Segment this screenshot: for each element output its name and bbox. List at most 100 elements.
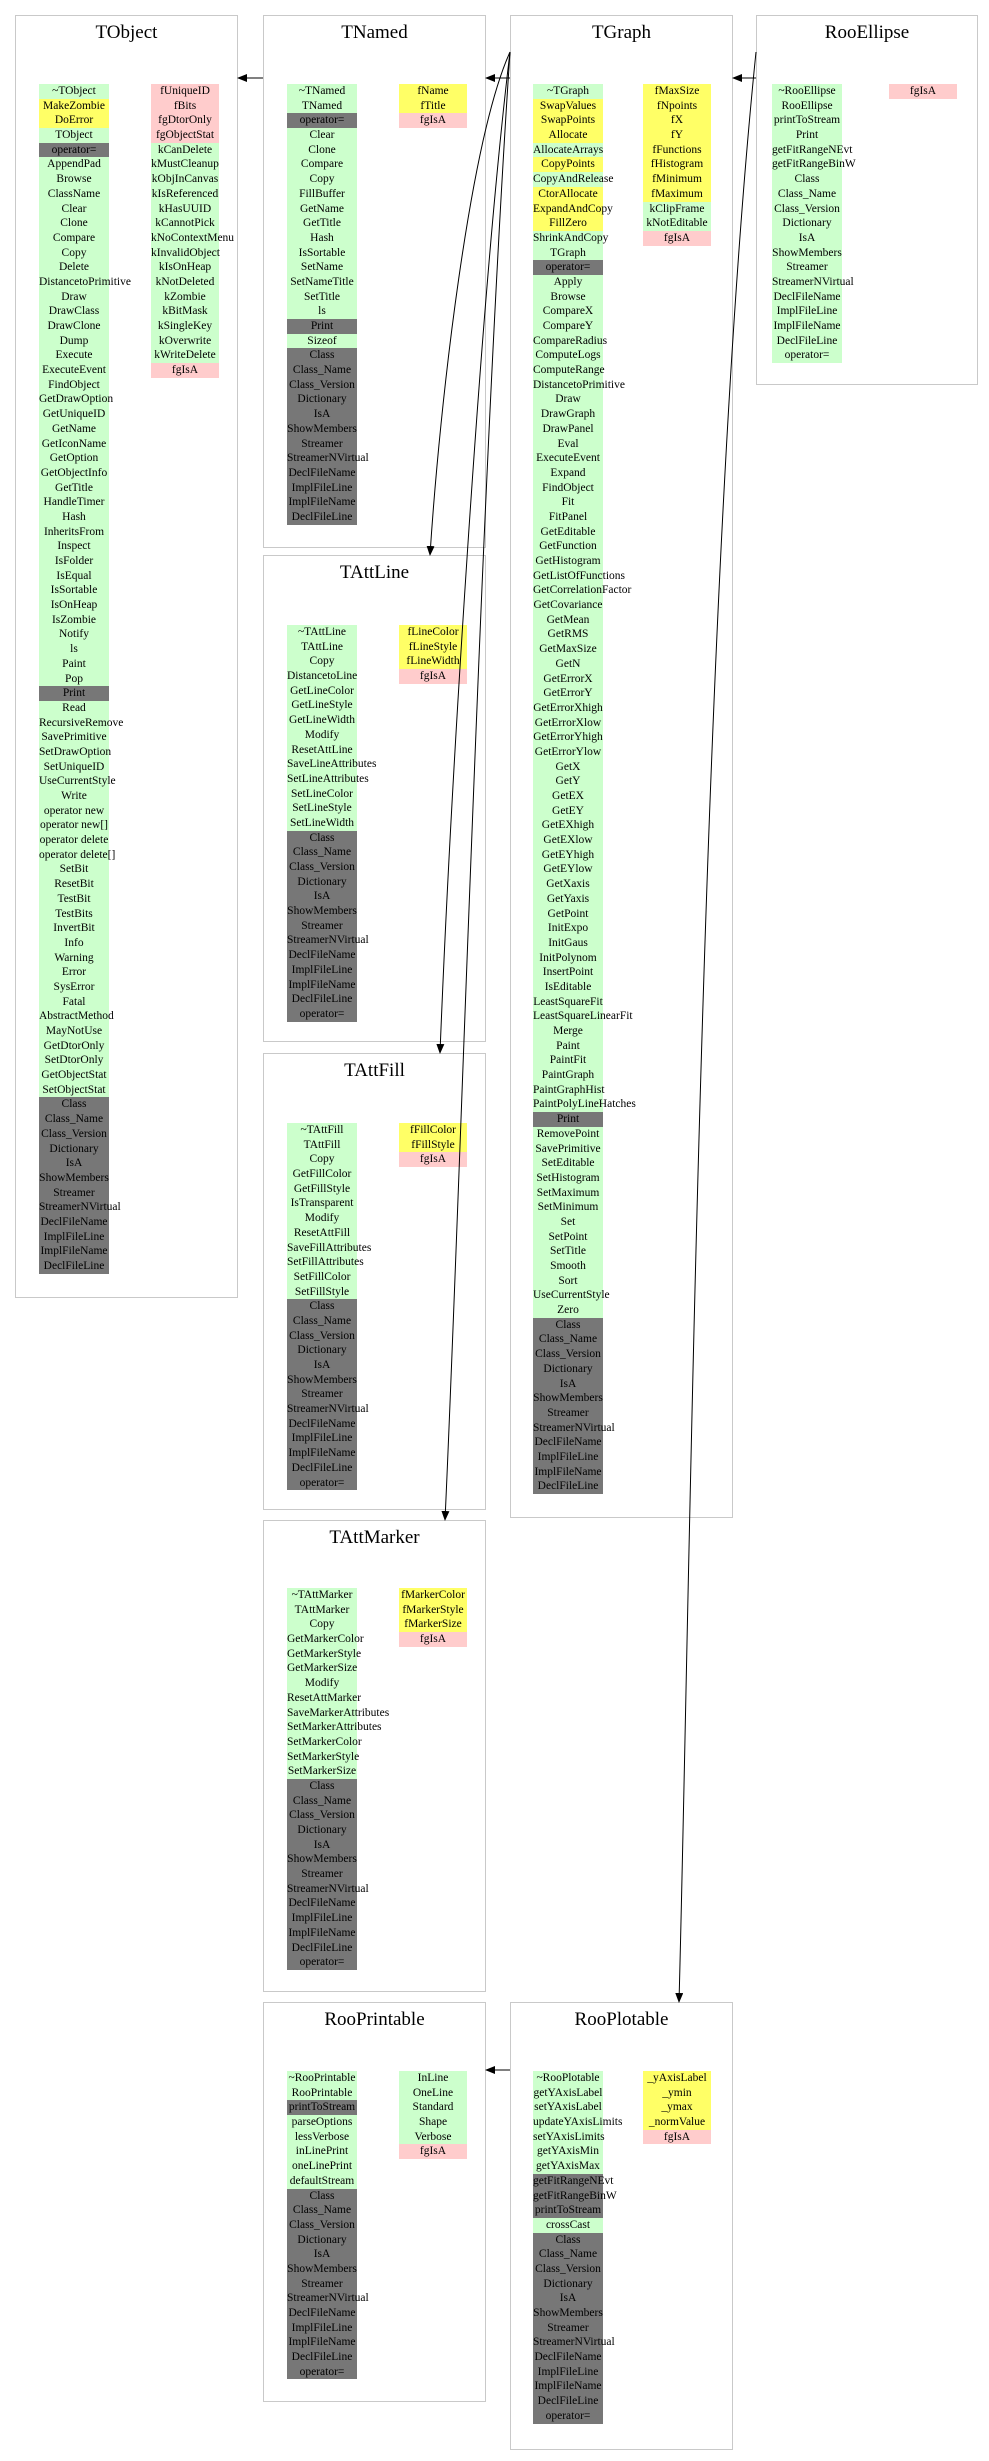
method-item: IsSortable — [39, 583, 109, 599]
class-box-tobject: TObject ~TObject MakeZombie DoError TObject o… — [15, 15, 238, 1298]
class-title: RooPlotable — [574, 2009, 669, 2030]
method-item: DeclFileLine — [533, 2394, 603, 2409]
method-item: Copy — [287, 654, 357, 670]
method-item: getFitRangeNEvt — [772, 142, 853, 158]
method-item: InsertPoint — [533, 965, 603, 980]
method-item: Hash — [39, 509, 109, 525]
method-list: ~RooPlotable getYAxisLabel setYAxisLabel up… — [533, 2071, 623, 2424]
method-item: IsEditable — [533, 979, 603, 995]
method-item: StreamerNVirtual — [287, 1402, 369, 1417]
method-item: FindObject — [39, 377, 109, 393]
method-item: InitPolynom — [533, 950, 603, 966]
method-item: DeclFileName — [39, 1214, 109, 1230]
class-box-rooellipse: RooEllipse ~RooEllipse RooEllipse printToSt… — [756, 15, 978, 385]
method-item: CompareX — [533, 304, 603, 319]
method-item: Draw — [533, 392, 603, 408]
method-item: ImplFileName — [287, 1925, 357, 1941]
method-item: DrawPanel — [533, 421, 603, 437]
method-item: ResetAttFill — [287, 1225, 357, 1241]
method-item: getFitRangeBinW — [772, 157, 856, 173]
method-item: InitExpo — [533, 921, 603, 936]
method-item: SetDrawOption — [39, 744, 112, 760]
member-item: fMaxSize — [643, 84, 711, 99]
method-list: ~TAttFill TAttFill Copy GetFillColor GetFill… — [287, 1123, 371, 1491]
method-item: StreamerNVirtual — [533, 2335, 615, 2351]
method-item: GetEX — [533, 789, 603, 804]
method-item: Dictionary — [772, 216, 842, 231]
method-item: DistancetoPrimitive — [533, 377, 625, 393]
method-item: DeclFileLine — [533, 1479, 603, 1494]
method-item: Dump — [39, 333, 109, 349]
member-item: fgIsA — [399, 1632, 467, 1647]
method-item: GetCovariance — [533, 598, 603, 613]
method-item: GetListOfFunctions — [533, 568, 625, 584]
method-item: GetCorrelationFactor — [533, 583, 632, 599]
method-item: ImplFileName — [772, 319, 842, 334]
member-item: fMarkerColor — [399, 1588, 467, 1603]
class-title: TNamed — [341, 22, 408, 43]
method-item: Print — [772, 128, 842, 143]
member-item: fName — [399, 84, 467, 99]
method-item: getFitRangeNEvt — [533, 2173, 614, 2189]
member-item: fgIsA — [889, 84, 957, 99]
method-item: ImplFileLine — [39, 1229, 109, 1245]
method-item: ImplFileLine — [287, 962, 357, 978]
member-item: fBits — [151, 98, 219, 114]
method-item: Class_Name — [39, 1112, 109, 1127]
method-item: AbstractMethod — [39, 1009, 114, 1024]
member-item: fgIsA — [399, 1152, 467, 1168]
method-item: DeclFileName — [533, 1435, 603, 1450]
method-item: ShowMembers — [287, 1852, 357, 1868]
member-item: fgDtorOnly — [151, 113, 219, 129]
method-item: AppendPad — [39, 157, 109, 173]
class-box-rooprintable: RooPrintable ~RooPrintable RooPrintable pri… — [263, 2002, 486, 2402]
method-item: IsOnHeap — [39, 598, 109, 613]
method-item: GetEY — [533, 803, 603, 819]
method-item: MakeZombie — [39, 98, 109, 114]
method-item: GetEYlow — [533, 862, 603, 878]
method-item: Class_Name — [533, 2247, 603, 2262]
member-item: kWriteDelete — [151, 348, 219, 364]
method-item: CopyAndRelease — [533, 172, 614, 187]
method-item: ImplFileLine — [287, 1431, 357, 1447]
method-item: updateYAxisLimits — [533, 2115, 623, 2130]
method-item: Execute — [39, 348, 109, 364]
method-item: GetErrorXlow — [533, 715, 603, 731]
class-title: TGraph — [591, 22, 652, 43]
method-item: GetErrorX — [533, 671, 603, 687]
method-item: ~RooPlotable — [533, 2071, 603, 2086]
method-item: IsA — [533, 1376, 603, 1392]
method-item: printToStream — [772, 113, 842, 129]
member-item: fX — [643, 113, 711, 129]
method-item: GetHistogram — [533, 554, 603, 569]
method-item: Streamer — [287, 2276, 357, 2292]
method-item: ImplFileLine — [287, 480, 357, 496]
member-item: kOverwrite — [151, 333, 219, 349]
method-item: FillZero — [533, 216, 603, 231]
method-item: SetMaximum — [533, 1185, 603, 1201]
method-item: inLinePrint — [287, 2144, 357, 2160]
member-item: fY — [643, 128, 711, 143]
method-item: DrawGraph — [533, 407, 603, 422]
method-item: Fit — [533, 495, 603, 510]
method-item: GetErrorYlow — [533, 744, 603, 760]
method-item: RemovePoint — [533, 1126, 603, 1142]
method-item: Class_Name — [533, 1332, 603, 1348]
member-item: OneLine — [399, 2085, 467, 2101]
method-item: UseCurrentStyle — [39, 774, 116, 789]
method-item: Clear — [287, 128, 357, 143]
method-item: Browse — [39, 172, 109, 187]
method-item: GetErrorY — [533, 686, 603, 701]
member-item: fgIsA — [399, 669, 467, 684]
method-list: ~TAttMarker TAttMarker Copy GetMarkerColor G… — [287, 1588, 389, 1970]
method-item: IsA — [533, 2291, 603, 2306]
method-item: printToStream — [287, 2100, 357, 2116]
method-item: IsA — [772, 230, 842, 246]
method-item: SetMarkerColor — [287, 1734, 362, 1750]
class-title: TAttFill — [344, 1060, 405, 1081]
method-item: Zero — [533, 1303, 603, 1318]
method-item: StreamerNVirtual — [287, 933, 369, 949]
method-item: GetFunction — [533, 539, 603, 554]
method-list: ~RooEllipse RooEllipse printToStream Print g… — [772, 84, 856, 364]
method-item: Eval — [533, 436, 603, 452]
